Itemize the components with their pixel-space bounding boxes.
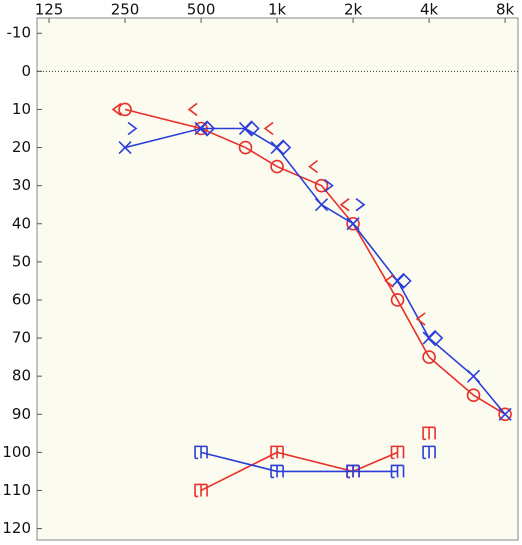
marker-bracket <box>390 445 405 460</box>
marker-lt <box>187 102 198 117</box>
marker-bracket <box>390 464 405 479</box>
marker-lt <box>415 312 426 326</box>
marker-bracket <box>346 464 360 479</box>
marker-bracket <box>422 445 436 460</box>
marker-bracket <box>270 445 284 460</box>
x-tick-label: 500 <box>187 1 216 19</box>
marker-lt <box>308 159 319 174</box>
series-line <box>200 451 398 473</box>
x-tick-label: 8k <box>496 1 515 19</box>
series-line <box>124 127 506 415</box>
series-line <box>124 108 506 415</box>
marker-diamond <box>426 329 444 347</box>
marker-circle <box>270 159 284 174</box>
marker-circle <box>422 350 436 364</box>
y-tick-label: 80 <box>12 367 31 385</box>
marker-circle <box>466 388 481 403</box>
marker-lt <box>111 102 122 117</box>
x-tick-label: 125 <box>35 1 64 19</box>
marker-cross <box>498 407 512 421</box>
x-tick-label: 1k <box>268 1 287 19</box>
plot-area <box>36 17 519 541</box>
y-tick-label: 100 <box>2 443 31 461</box>
marker-diamond <box>198 120 216 137</box>
marker-circle <box>314 178 329 193</box>
y-tick-label: 90 <box>12 405 31 423</box>
marker-bracket <box>194 483 208 498</box>
y-tick-label: 0 <box>21 62 31 80</box>
marker-cross <box>346 217 360 231</box>
marker-lt <box>263 121 274 136</box>
marker-cross <box>314 198 329 212</box>
series-line <box>200 451 398 492</box>
y-tick-label: 70 <box>12 329 31 347</box>
y-tick-label: 10 <box>12 100 31 118</box>
marker-lt <box>339 198 350 212</box>
y-tick-label: 110 <box>2 481 31 499</box>
marker-bracket <box>194 445 208 460</box>
marker-bracket <box>422 426 436 441</box>
marker-diamond <box>243 120 260 137</box>
marker-gt <box>355 198 366 212</box>
marker-circle <box>118 102 132 117</box>
y-tick-label: 40 <box>12 214 31 232</box>
marker-gt <box>324 179 334 193</box>
x-tick-label: 4k <box>420 1 439 19</box>
y-tick-label: -10 <box>7 24 32 42</box>
marker-bracket <box>270 464 284 479</box>
marker-circle <box>238 140 253 155</box>
marker-circle <box>346 216 360 231</box>
marker-cross <box>118 140 132 155</box>
y-tick-label: 20 <box>12 138 31 156</box>
y-tick-label: 30 <box>12 176 31 194</box>
y-tick-label: 120 <box>2 519 31 537</box>
y-tick-label: 50 <box>12 252 31 270</box>
marker-cross <box>466 369 481 383</box>
x-tick-label: 2k <box>344 1 363 19</box>
marker-diamond <box>274 139 292 156</box>
marker-diamond <box>395 272 412 290</box>
marker-lt <box>384 274 395 288</box>
marker-gt <box>127 121 138 136</box>
marker-circle <box>390 293 405 307</box>
x-tick-label: 250 <box>111 1 140 19</box>
y-tick-label: 60 <box>12 290 31 308</box>
